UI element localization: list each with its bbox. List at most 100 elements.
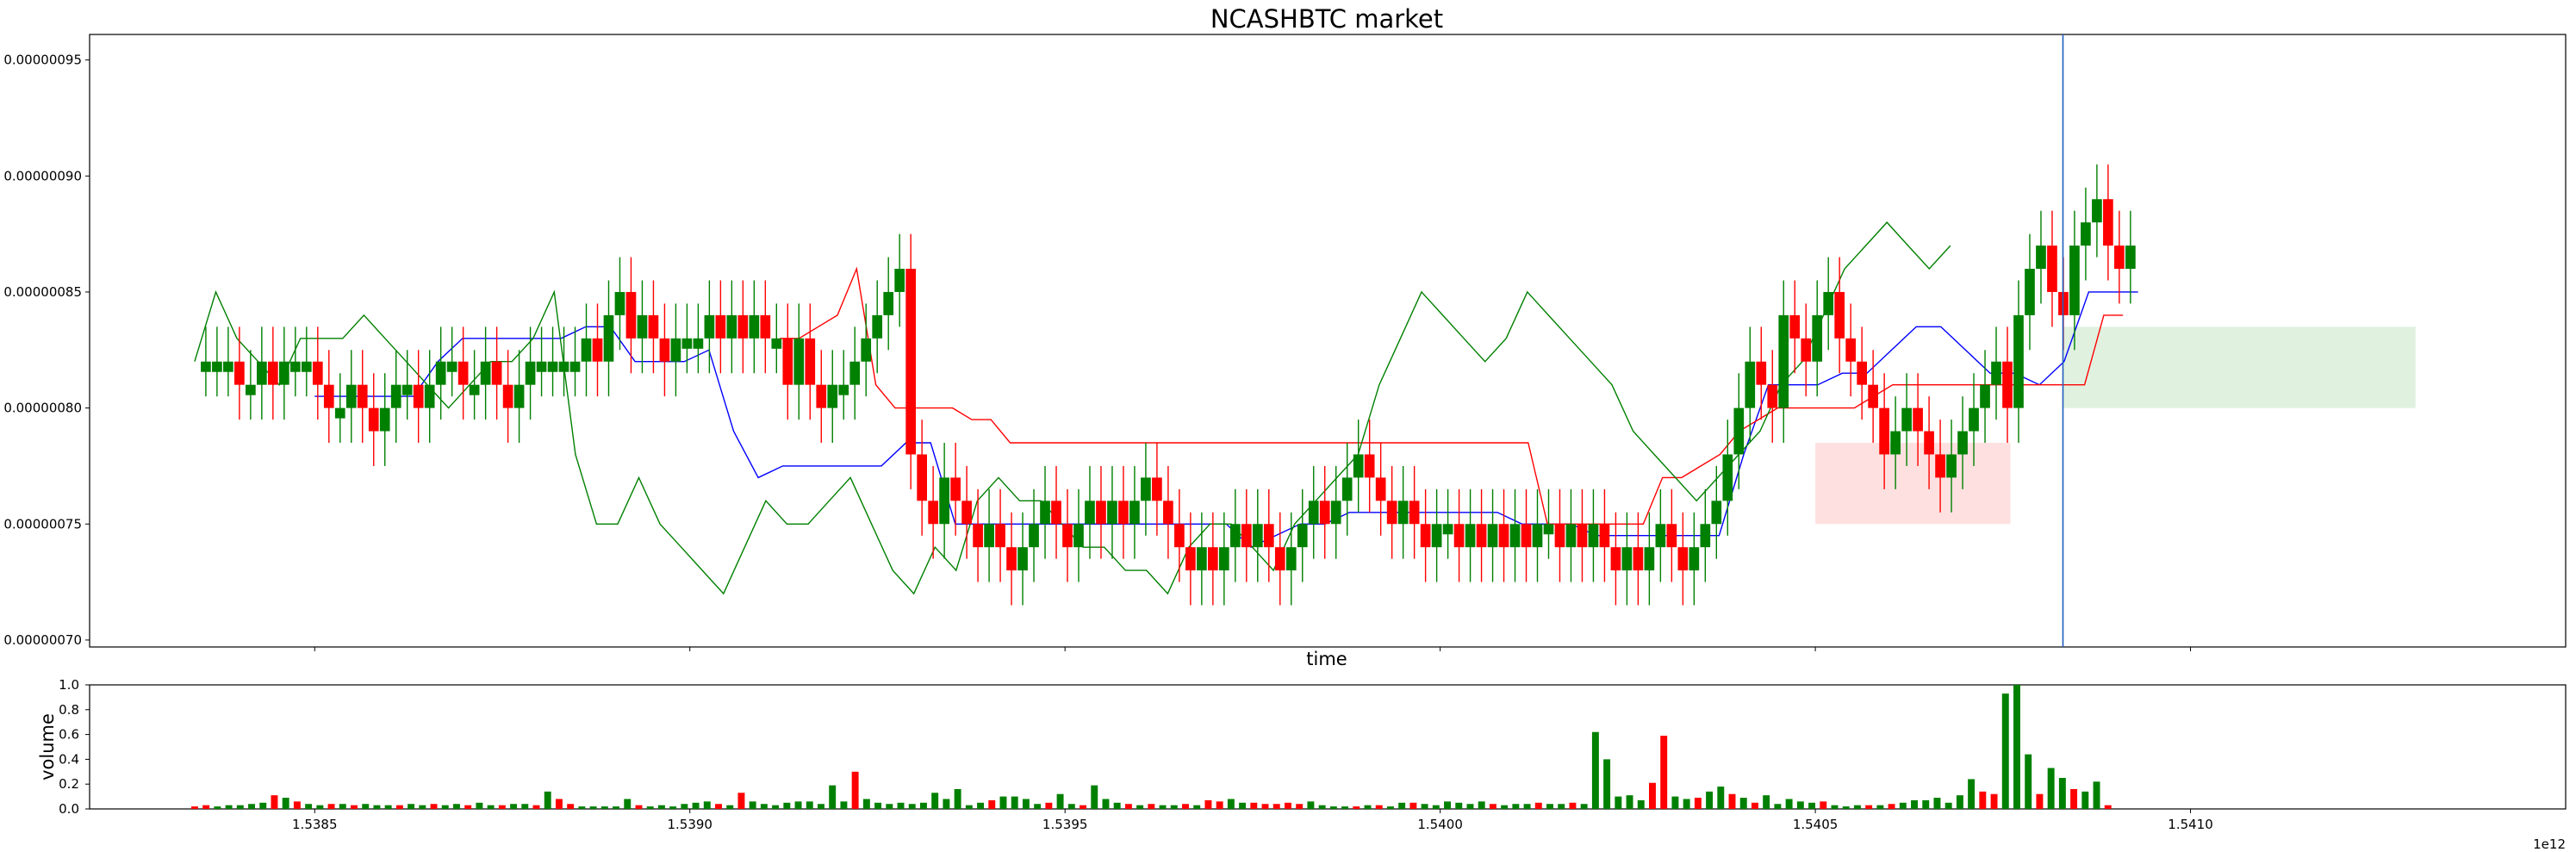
volume-bar bbox=[362, 804, 370, 809]
volume-bar bbox=[282, 798, 289, 809]
volume-bar bbox=[1911, 799, 1918, 809]
volume-bar bbox=[1489, 804, 1496, 809]
candle-body bbox=[950, 477, 961, 501]
volume-bar bbox=[886, 804, 893, 809]
volume-bar bbox=[1637, 799, 1645, 809]
chart-title: NCASHBTC market bbox=[1210, 4, 1443, 34]
y-tick-label: 0.00000090 bbox=[3, 168, 82, 183]
volume-bar bbox=[1182, 804, 1189, 809]
volume-bar bbox=[1136, 805, 1144, 809]
volume-bar bbox=[1285, 802, 1291, 809]
volume-bar bbox=[1865, 805, 1873, 809]
x-tick-label: 1.5395 bbox=[1042, 817, 1088, 832]
volume-bar bbox=[1432, 805, 1440, 809]
volume-bar bbox=[806, 801, 813, 809]
volume-bar bbox=[1808, 802, 1816, 809]
volume-bar bbox=[851, 771, 859, 809]
candle-body bbox=[2125, 246, 2136, 270]
cloud-band bbox=[2063, 326, 2416, 408]
candle-body bbox=[547, 361, 558, 372]
candle-body bbox=[2081, 222, 2091, 246]
candle-body bbox=[861, 338, 872, 362]
volume-bar bbox=[1080, 805, 1086, 809]
volume-bar bbox=[1558, 804, 1565, 809]
volume-bar bbox=[2058, 778, 2066, 809]
candle-body bbox=[1845, 338, 1857, 362]
volume-bar bbox=[908, 804, 916, 809]
candle-body bbox=[1621, 547, 1633, 571]
candle-body bbox=[715, 314, 726, 339]
volume-bar bbox=[395, 805, 403, 809]
candle-body bbox=[1141, 477, 1151, 501]
candle-body bbox=[1397, 501, 1409, 525]
volume-bar bbox=[1364, 805, 1372, 809]
candle-body bbox=[1711, 501, 1722, 525]
volume-y-ticks: 0.0 0.2 0.4 0.6 0.8 1.0 bbox=[59, 677, 90, 817]
volume-bar bbox=[794, 801, 802, 809]
candle-body bbox=[1689, 547, 1700, 571]
volume-bar bbox=[271, 795, 278, 809]
volume-bar bbox=[1227, 799, 1235, 809]
x-offset-label: 1e12 bbox=[2533, 836, 2566, 852]
candle-body bbox=[1812, 314, 1823, 362]
volume-bar bbox=[2081, 791, 2089, 809]
candle-body bbox=[805, 338, 816, 385]
volume-bar bbox=[1011, 796, 1018, 809]
candle-body bbox=[1163, 501, 1173, 525]
volume-bar bbox=[1353, 806, 1360, 809]
volume-bar bbox=[202, 805, 210, 809]
candle-body bbox=[1051, 501, 1061, 525]
candle-body bbox=[1029, 524, 1039, 548]
volume-bar bbox=[635, 805, 643, 809]
cloud-band bbox=[1815, 443, 2011, 525]
volume-bar bbox=[384, 805, 392, 809]
price-y-ticks: 0.00000070 0.00000075 0.00000080 0.00000… bbox=[3, 53, 90, 648]
volume-bar bbox=[1603, 759, 1611, 809]
volume-bar bbox=[1261, 804, 1269, 809]
candle-body bbox=[368, 407, 379, 432]
volume-bar bbox=[1728, 793, 1736, 809]
volume-bar bbox=[2025, 754, 2032, 809]
candle-body bbox=[1655, 524, 1666, 548]
candle-body bbox=[558, 361, 569, 372]
candle-body bbox=[312, 361, 323, 385]
volume-bars bbox=[190, 685, 2112, 809]
volume-bar bbox=[1649, 782, 1656, 809]
candle-body bbox=[2069, 246, 2080, 315]
volume-bar bbox=[555, 799, 563, 809]
candle-body bbox=[1129, 501, 1140, 525]
volume-bar bbox=[1876, 805, 1884, 809]
candle-body bbox=[1386, 501, 1397, 525]
candle-body bbox=[1924, 431, 1934, 455]
candle-body bbox=[257, 361, 267, 385]
volume-bar bbox=[248, 804, 255, 809]
volume-bar bbox=[1853, 805, 1861, 809]
volume-bar bbox=[1785, 799, 1793, 809]
volume-bar bbox=[293, 801, 301, 809]
candle-body bbox=[1431, 524, 1442, 548]
volume-bar bbox=[1478, 801, 1485, 809]
volume-bar bbox=[624, 799, 632, 809]
candle-body bbox=[1353, 454, 1364, 478]
candle-body bbox=[625, 291, 637, 339]
candle-body bbox=[726, 314, 737, 339]
candle-body bbox=[905, 269, 917, 455]
volume-bar bbox=[1626, 795, 1633, 809]
candle-body bbox=[1487, 524, 1498, 548]
volume-bar bbox=[441, 805, 449, 809]
candle-body bbox=[1073, 524, 1084, 548]
candle-body bbox=[502, 384, 513, 408]
volume-y-tick-label: 0.8 bbox=[59, 702, 79, 718]
candle-body bbox=[760, 314, 771, 339]
candle-body bbox=[1096, 501, 1106, 525]
volume-bar bbox=[1239, 802, 1247, 809]
volume-bar bbox=[1272, 804, 1280, 809]
candle-body bbox=[603, 314, 614, 362]
candle-body bbox=[345, 384, 357, 408]
volume-bar bbox=[1022, 799, 1030, 809]
volume-bar bbox=[1546, 804, 1553, 809]
candle-body bbox=[737, 314, 749, 339]
volume-y-axis-label: volume bbox=[37, 713, 58, 780]
candle-body bbox=[1330, 501, 1341, 525]
volume-bar bbox=[1091, 785, 1098, 809]
